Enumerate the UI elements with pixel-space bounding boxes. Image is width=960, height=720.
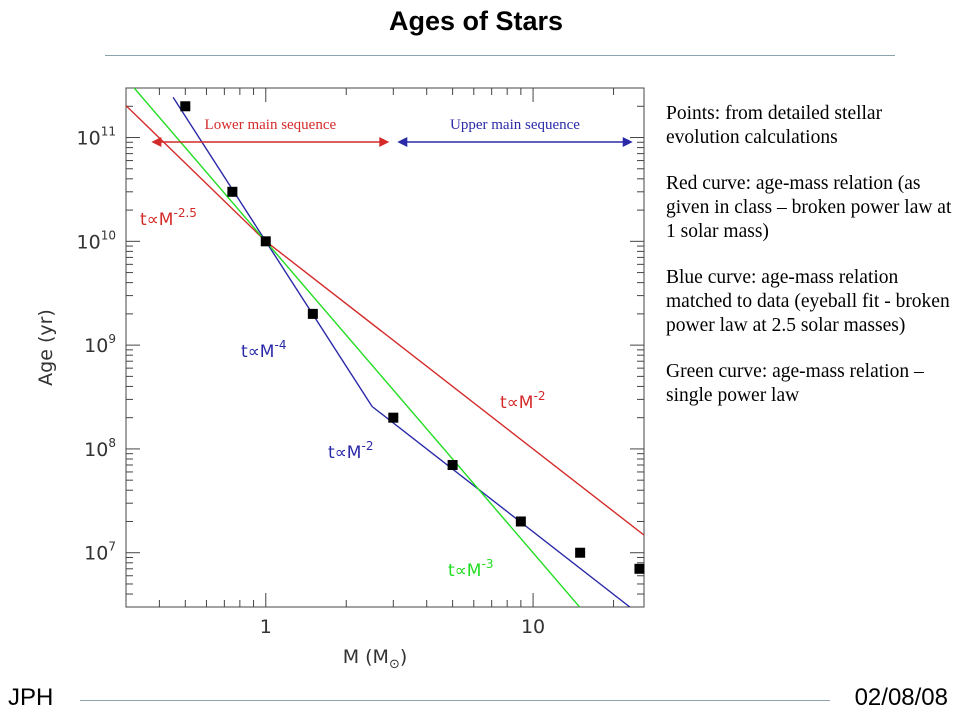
region-arrowhead bbox=[397, 137, 408, 147]
data-point bbox=[227, 186, 238, 197]
note-blue-curve: Blue curve: age-mass relation matched to… bbox=[666, 267, 950, 336]
blue-curve-segment bbox=[172, 96, 373, 407]
data-point bbox=[260, 236, 271, 247]
x-axis-label: M (M⊙) bbox=[343, 646, 408, 672]
title-divider bbox=[105, 55, 895, 56]
note-green-curve: Green curve: age-mass relation – single … bbox=[666, 361, 924, 406]
footer-date: 02/08/08 bbox=[854, 684, 948, 711]
notes-panel: Points: from detailed stellar evolution … bbox=[666, 102, 956, 430]
note-red-curve: Red curve: age-mass relation (as given i… bbox=[666, 173, 952, 242]
slide-title: Ages of Stars bbox=[388, 6, 564, 36]
y-tick-label: 1011 bbox=[77, 125, 116, 150]
region-arrowhead bbox=[151, 137, 162, 147]
data-point bbox=[634, 563, 645, 574]
data-point bbox=[388, 412, 399, 423]
region-label: Upper main sequence bbox=[450, 117, 580, 133]
y-tick-label: 109 bbox=[84, 332, 116, 357]
data-point bbox=[575, 547, 586, 558]
note-points: Points: from detailed stellar evolution … bbox=[666, 103, 883, 148]
data-point bbox=[515, 516, 526, 527]
red-curve-segment bbox=[126, 105, 267, 242]
plot-frame bbox=[125, 87, 645, 608]
y-tick-label: 107 bbox=[84, 540, 116, 565]
y-tick-label: 1010 bbox=[77, 228, 116, 253]
y-axis-label: Age (yr) bbox=[35, 309, 57, 386]
x-tick-label: 10 bbox=[521, 616, 545, 638]
curve-annotation-blue-high: t∝M-2 bbox=[328, 439, 373, 463]
region-arrowhead bbox=[622, 137, 633, 147]
y-tick-label: 108 bbox=[84, 436, 116, 461]
curve-annotation-green: t∝M-3 bbox=[448, 557, 493, 581]
region-label: Lower main sequence bbox=[205, 117, 337, 133]
red-curve-segment bbox=[265, 240, 644, 536]
data-point bbox=[307, 308, 318, 319]
region-arrowhead bbox=[379, 137, 390, 147]
data-point bbox=[447, 460, 458, 471]
curve-annotation-red-low: t∝M-2.5 bbox=[140, 206, 197, 230]
footer-author: JPH bbox=[8, 684, 54, 711]
footer-divider bbox=[80, 700, 830, 701]
curve-annotation-red-high: t∝M-2 bbox=[500, 389, 545, 413]
blue-curve-segment bbox=[371, 405, 631, 607]
curve-annotation-blue-low: t∝M-4 bbox=[241, 338, 286, 362]
x-tick-label: 1 bbox=[260, 616, 272, 638]
green-curve-segment bbox=[133, 88, 581, 607]
data-point bbox=[180, 101, 191, 112]
